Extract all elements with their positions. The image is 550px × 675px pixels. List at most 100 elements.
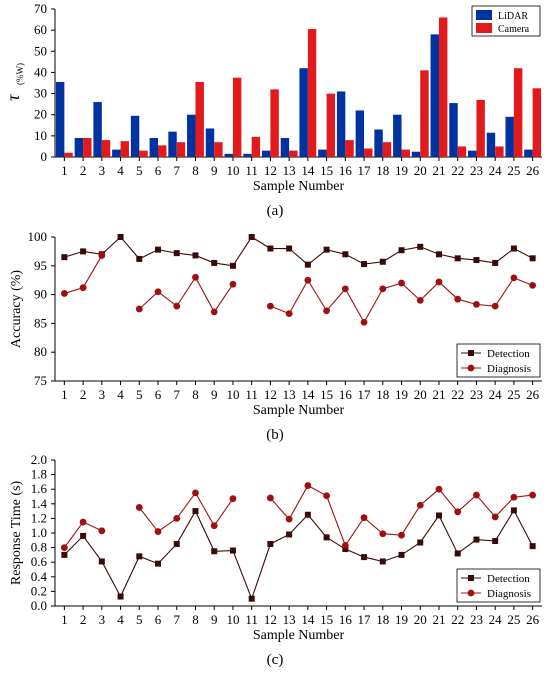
- x-tick-label: 14: [301, 612, 315, 627]
- x-tick-label: 22: [451, 163, 464, 178]
- point-diagnosis: [510, 274, 518, 282]
- legend-marker-detection: [468, 575, 474, 581]
- series-line-diagnosis: [138, 276, 234, 313]
- point-diagnosis: [98, 527, 106, 535]
- x-tick-label: 21: [432, 163, 445, 178]
- y-tick-label: 85: [34, 315, 47, 330]
- point-diagnosis: [60, 290, 68, 297]
- x-tick-label: 25: [507, 612, 520, 627]
- legend-box: [456, 343, 541, 378]
- bar-lidar: [243, 153, 252, 157]
- point-diagnosis: [304, 482, 312, 489]
- bar-lidar: [130, 115, 140, 157]
- x-tick-label: 18: [376, 612, 389, 627]
- legend: Detection Diagnosis: [456, 568, 541, 603]
- bar-lidar: [524, 149, 533, 157]
- bar-lidar: [355, 110, 365, 157]
- point-detection: [136, 255, 143, 262]
- legend-label-detection: Detection: [487, 348, 530, 360]
- x-tick-label: 25: [507, 163, 520, 178]
- y-tick-label: 30: [34, 86, 47, 101]
- x-tick-label: 17: [358, 612, 372, 627]
- x-tick-label: 15: [320, 163, 333, 178]
- point-detection: [323, 534, 330, 541]
- point-detection: [529, 255, 536, 262]
- point-detection: [267, 540, 274, 547]
- x-tick-label: 16: [339, 612, 353, 627]
- point-diagnosis: [379, 285, 387, 293]
- bar-lidar: [411, 151, 421, 157]
- x-tick-label: 21: [432, 612, 445, 627]
- bar-camera: [232, 77, 242, 157]
- point-detection: [117, 234, 124, 240]
- x-tick-label: 19: [395, 612, 408, 627]
- point-diagnosis: [267, 302, 274, 310]
- bar-camera: [326, 93, 336, 157]
- x-tick-label: 10: [226, 612, 239, 627]
- x-tick-label: 1: [61, 163, 68, 178]
- point-diagnosis: [416, 296, 424, 304]
- x-tick-label: 12: [264, 387, 277, 402]
- series-line-diagnosis: [138, 491, 234, 533]
- bar-lidar: [280, 137, 290, 157]
- x-tick-label: 20: [414, 612, 427, 627]
- y-tick-label: 1.2: [31, 510, 47, 525]
- bar-camera: [401, 149, 410, 157]
- point-detection: [286, 245, 293, 252]
- x-tick-label: 20: [414, 163, 427, 178]
- point-detection: [361, 554, 368, 561]
- bar-lidar: [393, 114, 402, 157]
- bar-lidar: [93, 102, 102, 157]
- point-detection: [286, 531, 293, 538]
- y-tick-label: 40: [34, 64, 47, 79]
- x-tick-label: 12: [264, 612, 277, 627]
- x-tick-label: 2: [80, 163, 87, 178]
- x-tick-label: 26: [526, 163, 540, 178]
- point-detection: [529, 543, 536, 550]
- bar-camera: [420, 70, 429, 157]
- bar-lidar: [187, 114, 196, 157]
- bar-lidar: [261, 150, 271, 157]
- x-tick-label: 17: [358, 163, 372, 178]
- series-line-detection: [64, 236, 533, 267]
- point-diagnosis: [79, 518, 87, 526]
- bar-camera: [251, 136, 261, 157]
- bar-camera: [64, 152, 73, 157]
- y-tick-label: 1.8: [31, 467, 47, 482]
- x-tick-label: 18: [376, 387, 389, 402]
- point-diagnosis: [285, 515, 293, 523]
- point-detection: [398, 247, 405, 254]
- point-detection: [80, 532, 87, 539]
- y-axis-title: Accuracy (%): [9, 270, 24, 348]
- x-tick-label: 2: [80, 612, 87, 627]
- legend-label-diagnosis: Diagnosis: [487, 363, 531, 375]
- point-detection: [61, 254, 68, 261]
- point-detection: [435, 512, 442, 519]
- y-tick-label: 95: [34, 258, 47, 273]
- series-detection: [61, 507, 536, 602]
- point-detection: [398, 551, 405, 558]
- bar-camera: [364, 148, 373, 157]
- point-diagnosis: [435, 485, 443, 493]
- point-detection: [192, 252, 199, 259]
- point-diagnosis: [154, 288, 162, 296]
- x-axis-title: Sample Number: [253, 628, 345, 643]
- point-detection: [342, 251, 349, 258]
- y-tick-label: 80: [34, 344, 47, 359]
- bar-camera: [214, 142, 223, 157]
- point-diagnosis: [529, 281, 537, 289]
- y-tick-label: 70: [34, 1, 47, 16]
- x-tick-label: 24: [489, 387, 503, 402]
- x-tick-label: 13: [283, 163, 296, 178]
- point-detection: [510, 507, 517, 514]
- point-detection: [61, 551, 68, 558]
- point-detection: [229, 547, 236, 554]
- point-detection: [361, 261, 368, 268]
- point-detection: [342, 546, 349, 553]
- bar-lidar: [449, 103, 458, 157]
- x-tick-label: 19: [395, 387, 408, 402]
- point-detection: [173, 540, 180, 547]
- legend-label-diagnosis: Diagnosis: [487, 588, 531, 600]
- x-axis-title: Sample Number: [253, 179, 345, 194]
